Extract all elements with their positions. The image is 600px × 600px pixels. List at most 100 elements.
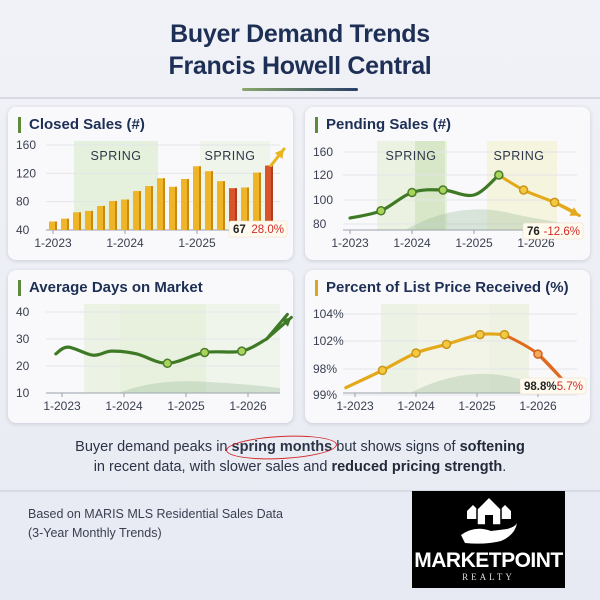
bar (49, 221, 57, 230)
spring-label: SPRING (205, 149, 256, 163)
y-tick-label: 80 (313, 217, 327, 231)
card-title: Percent of List Price Received (%) (315, 280, 569, 296)
x-tick-label: 1-2023 (336, 399, 374, 413)
data-point (441, 339, 452, 350)
x-tick-label: 1-2024 (393, 236, 431, 250)
data-point (411, 348, 421, 358)
bar (217, 181, 225, 230)
x-tick-label: 1-2024 (106, 236, 144, 250)
bar (241, 187, 249, 230)
y-tick-label: 160 (313, 145, 333, 159)
bar-shade (223, 181, 225, 230)
card-title: Pending Sales (#) (315, 117, 451, 133)
x-tick-label: 1-2025 (455, 236, 493, 250)
x-tick-label: 1-2024 (397, 399, 435, 413)
badge-value: 98.8% (524, 381, 557, 393)
list-price-received-chart: 99% 98% 102% 104% 1-2023 1-2024 1-2025 1-2026 98… (313, 304, 587, 413)
x-tick-label: 1-2026 (517, 236, 555, 250)
closed-sales-card: Closed Sales (#) 40 80 120 160 SPRING SPRING 1… (8, 107, 293, 260)
bar-shade (211, 171, 213, 230)
list-price-received-card: Percent of List Price Received (%) 99% 98… (305, 270, 590, 423)
logo-name: MARKETPOINT (414, 549, 563, 572)
badge-change: 28.0% (251, 224, 284, 236)
y-tick-label: 99% (313, 388, 337, 402)
days-on-market-chart: 10 20 30 40 1-2023 1-2024 1-2025 1-2026 (16, 304, 293, 413)
bar-shade (127, 199, 129, 230)
y-tick-label: 120 (16, 166, 36, 180)
y-tick-label: 104% (313, 307, 344, 321)
badge-change: -12.6% (544, 226, 580, 238)
data-point (518, 185, 529, 195)
bar (61, 218, 69, 230)
trend-line (54, 337, 269, 365)
data-point (494, 170, 504, 180)
bar (73, 212, 81, 230)
data-point (377, 365, 388, 376)
trend-arrow-icon (569, 207, 580, 216)
card-title: Closed Sales (#) (18, 117, 145, 133)
data-point (237, 346, 247, 356)
y-tick-label: 40 (16, 223, 30, 237)
summary-bold: reduced pricing strength (331, 459, 503, 475)
summary-part: . (502, 459, 507, 475)
spring-band (120, 304, 206, 393)
data-point (376, 206, 386, 216)
y-tick-label: 98% (313, 362, 337, 376)
data-point (475, 329, 485, 340)
bar (145, 186, 153, 230)
bar-shade (91, 210, 93, 230)
trend-arrow-icon (281, 317, 292, 327)
y-tick-label: 102% (313, 334, 344, 348)
x-tick-label: 1-2026 (229, 399, 267, 413)
y-tick-label: 160 (16, 138, 36, 152)
summary-bold: softening (459, 439, 525, 455)
logo-sub: REALTY (462, 572, 515, 582)
source-line: (3-Year Monthly Trends) (28, 526, 162, 540)
bar-shade (115, 200, 117, 230)
bar-shade (271, 165, 273, 230)
marketpoint-logo: MARKETPOINT REALTY (412, 491, 565, 588)
pending-sales-chart: 80 100 120 160 SPRING SPRING 1-2023 1-2024 1-202… (313, 141, 584, 250)
change-badge: 76 -12.6% (522, 222, 584, 240)
bar (157, 178, 165, 230)
source-line: Based on MARIS MLS Residential Sales Dat… (28, 507, 283, 521)
card-title: Average Days on Market (18, 280, 203, 296)
bar (109, 200, 117, 230)
summary-part: in recent data, with slower sales and (93, 459, 332, 475)
spring-label: SPRING (494, 149, 545, 163)
bar-shade (139, 191, 141, 230)
bar-shade (79, 212, 81, 230)
y-tick-label: 20 (16, 359, 30, 373)
y-tick-label: 30 (16, 332, 30, 346)
bar-shade (175, 186, 177, 230)
badge-change: 5.7% (557, 381, 583, 393)
bar-shade (187, 179, 189, 230)
divider (0, 490, 600, 492)
summary-part: but shows signs of (332, 439, 460, 455)
header: Buyer Demand Trends Francis Howell Centr… (0, 18, 600, 91)
bar-shade (235, 188, 237, 230)
x-tick-label: 1-2025 (458, 399, 496, 413)
title-underline (242, 88, 358, 91)
bar (85, 210, 93, 230)
data-point (162, 358, 173, 369)
y-tick-label: 40 (16, 305, 30, 319)
spring-band (415, 141, 445, 230)
bar-shade (103, 205, 105, 230)
page-title: Buyer Demand Trends (170, 20, 430, 48)
y-tick-label: 10 (16, 386, 30, 400)
bar-shade (163, 178, 165, 230)
bar (169, 186, 177, 230)
bar-shade (151, 186, 153, 230)
change-badge: 67 28.0% (228, 220, 288, 238)
data-point (549, 197, 560, 208)
x-tick-label: 1-2023 (331, 236, 369, 250)
bar (97, 205, 105, 230)
summary-part: Buyer demand peaks in (75, 439, 232, 455)
y-tick-label: 100 (313, 193, 333, 207)
y-tick-label: 80 (16, 195, 30, 209)
x-tick-label: 1-2023 (43, 399, 81, 413)
page-subtitle: Francis Howell Central (168, 52, 432, 80)
x-tick-label: 1-2024 (105, 399, 143, 413)
x-tick-label: 1-2025 (167, 399, 205, 413)
